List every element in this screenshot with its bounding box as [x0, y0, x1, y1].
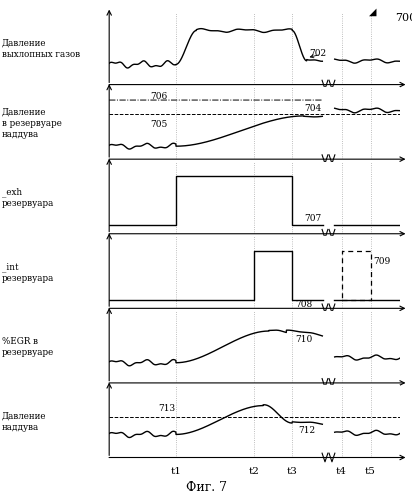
Text: t1: t1: [171, 466, 181, 475]
Text: %EGR в
резервуаре: %EGR в резервуаре: [2, 337, 54, 357]
Text: 707: 707: [304, 214, 321, 224]
Text: 708: 708: [295, 300, 312, 309]
Text: Фиг. 7: Фиг. 7: [185, 481, 227, 494]
Text: 713: 713: [159, 404, 176, 413]
Text: 710: 710: [295, 335, 312, 344]
Text: ◢: ◢: [369, 6, 377, 16]
Text: 704: 704: [304, 104, 321, 113]
Text: t4: t4: [336, 466, 347, 475]
Text: _int
резервуара: _int резервуара: [2, 262, 54, 282]
Text: 705: 705: [150, 120, 167, 128]
Text: _exh
резервуара: _exh резервуара: [2, 188, 54, 208]
Text: Давление
наддува: Давление наддува: [2, 412, 47, 432]
Text: 709: 709: [374, 256, 391, 266]
Text: Давление
выхлопных газов: Давление выхлопных газов: [2, 38, 80, 58]
Text: Давление
в резервуаре
наддува: Давление в резервуаре наддува: [2, 108, 62, 138]
Text: t3: t3: [287, 466, 297, 475]
Text: ВРЕМЯ: ВРЕМЯ: [411, 459, 412, 468]
Text: t2: t2: [249, 466, 260, 475]
Text: t5: t5: [365, 466, 376, 475]
Text: 712: 712: [298, 426, 315, 435]
Text: 706: 706: [150, 92, 167, 100]
Text: 700: 700: [396, 13, 412, 23]
Text: 702: 702: [309, 49, 327, 58]
